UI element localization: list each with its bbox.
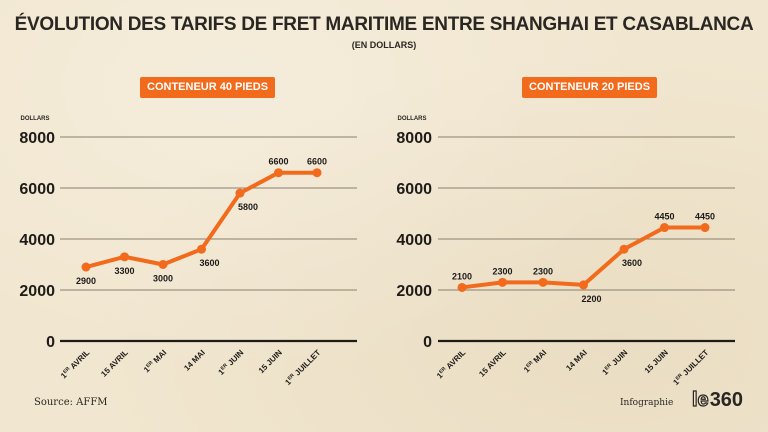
chart-title: ÉVOLUTION DES TARIFS DE FRET MARITIME EN… (14, 14, 754, 35)
source-note: Source: AFFM (34, 397, 108, 408)
data-point-40ft-3 (197, 244, 206, 254)
data-point-20ft-1 (498, 277, 507, 287)
y-tick-label-40ft-0: 0 (46, 334, 55, 351)
x-tick-label-40ft-2: 1ER MAI (142, 348, 168, 374)
y-tick-label-20ft-8000: 8000 (396, 130, 432, 147)
data-point-20ft-6 (700, 223, 710, 233)
chart-20ft-title-badge: CONTENEUR 20 PIEDS (522, 77, 658, 98)
data-label-20ft-1: 2300 (492, 266, 512, 276)
y-axis-label-40ft: DOLLARS (21, 116, 50, 122)
y-tick-label-20ft-2000: 2000 (396, 283, 432, 300)
data-label-40ft-5: 6600 (268, 157, 288, 167)
data-label-20ft-4: 3600 (622, 258, 642, 268)
data-point-20ft-4 (619, 244, 629, 254)
le360-logo: le 360 (691, 388, 744, 412)
y-tick-label-40ft-6000: 6000 (19, 181, 55, 198)
data-point-40ft-2 (158, 260, 168, 269)
x-tick-label-40ft-1: 15 AVRIL (99, 348, 130, 379)
data-label-40ft-3: 3600 (199, 258, 219, 268)
y-tick-label-40ft-8000: 8000 (19, 130, 55, 147)
x-tick-label-40ft-4: 1ER JUIN (217, 348, 246, 377)
credit-note: Infographie (620, 398, 674, 408)
data-point-40ft-4 (235, 188, 245, 198)
x-tick-label-20ft-6: 1ER JUILLET (671, 348, 710, 387)
data-point-20ft-5 (660, 223, 669, 233)
data-label-40ft-2: 3000 (153, 274, 173, 284)
logo-360: 360 (709, 388, 744, 411)
y-tick-label-20ft-0: 0 (423, 334, 432, 351)
data-point-40ft-6 (312, 168, 322, 178)
chart-subtitle: (EN DOLLARS) (351, 40, 417, 50)
y-tick-label-40ft-4000: 4000 (19, 232, 55, 249)
x-tick-label-20ft-4: 1ER JUIN (601, 348, 630, 377)
y-tick-label-20ft-6000: 6000 (396, 181, 432, 198)
data-point-20ft-2 (538, 277, 548, 287)
logo-le: le (691, 388, 709, 411)
data-point-40ft-0 (81, 262, 91, 272)
data-label-40ft-4: 5800 (238, 202, 258, 212)
data-point-20ft-3 (579, 280, 588, 290)
data-label-20ft-0: 2100 (452, 271, 472, 281)
series-line-20ft (460, 225, 707, 290)
data-label-40ft-1: 3300 (114, 266, 134, 276)
data-point-40ft-5 (274, 168, 283, 178)
data-label-20ft-6: 4450 (695, 212, 715, 222)
data-point-40ft-1 (120, 252, 129, 262)
data-label-40ft-0: 2900 (76, 276, 96, 286)
x-tick-label-20ft-1: 15 AVRIL (477, 348, 508, 379)
y-axis-label-20ft: DOLLARS (398, 116, 427, 122)
data-label-40ft-6: 6600 (307, 157, 327, 167)
x-tick-label-40ft-6: 1ER JUILLET (283, 348, 322, 387)
x-tick-label-20ft-3: 14 MAI (564, 348, 589, 373)
x-tick-label-20ft-0: 1ER AVRIL (435, 348, 467, 380)
x-tick-label-40ft-3: 14 MAI (182, 348, 207, 373)
y-tick-label-20ft-4000: 4000 (396, 232, 432, 249)
chart-40ft-title-badge: CONTENEUR 40 PIEDS (140, 77, 276, 98)
x-tick-label-40ft-0: 1ER AVRIL (59, 348, 91, 380)
x-tick-label-40ft-5: 15 JUIN (257, 348, 284, 375)
x-tick-label-20ft-2: 1ER MAI (522, 348, 548, 374)
data-label-20ft-5: 4450 (654, 212, 674, 222)
data-label-20ft-2: 2300 (533, 266, 553, 276)
data-point-20ft-0 (457, 282, 467, 292)
y-tick-label-40ft-2000: 2000 (19, 283, 55, 300)
x-tick-label-20ft-5: 15 JUIN (643, 348, 670, 375)
data-label-20ft-3: 2200 (581, 294, 601, 304)
